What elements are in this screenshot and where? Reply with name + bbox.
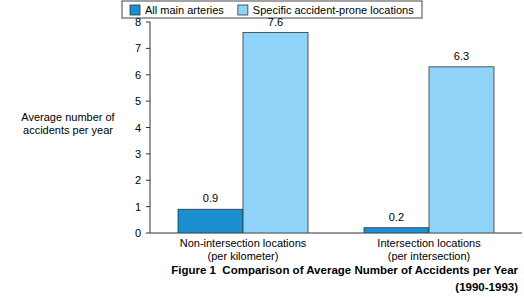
y-tick-label: 8 [135, 16, 141, 28]
x-tick-label-line: (per intersection) [388, 250, 471, 262]
legend-label: All main arteries [145, 4, 224, 16]
y-tick-label: 5 [135, 95, 141, 107]
y-tick-label: 4 [135, 122, 141, 134]
y-tick [146, 233, 150, 234]
x-tick-label: Non-intersection locations(per kilometer… [180, 237, 307, 262]
bar [178, 209, 243, 233]
y-tick-label: 1 [135, 201, 141, 213]
y-tick [146, 22, 150, 23]
y-tick [146, 74, 150, 75]
y-tick-label: 6 [135, 69, 141, 81]
bar [364, 228, 429, 233]
y-tick [146, 206, 150, 207]
y-tick-label: 7 [135, 42, 141, 54]
y-tick [146, 48, 150, 49]
data-label: 7.6 [268, 16, 283, 28]
bar [243, 33, 308, 233]
y-tick [146, 180, 150, 181]
y-tick-label: 3 [135, 148, 141, 160]
legend-swatch [238, 5, 248, 15]
y-tick-label: 0 [135, 227, 141, 239]
subtitle: (1990-1993) [455, 281, 518, 293]
bars [178, 33, 494, 233]
y-axis-label-line: Average number of [21, 111, 115, 123]
x-tick-label: Intersection locations(per intersection) [377, 237, 481, 262]
y-axis-label-line: accidents per year [23, 124, 113, 136]
y-axis-label: Average number ofaccidents per year [21, 111, 115, 136]
chart: All main arteries Specific accident-prone… [0, 0, 524, 299]
y-tick [146, 127, 150, 128]
axes: 0 1 2 3 4 5 6 7 8 [135, 16, 522, 239]
legend-swatch [130, 5, 140, 15]
title: Figure 1 Comparison of Average Number of… [171, 264, 518, 276]
legend-label: Specific accident-prone locations [253, 4, 414, 16]
y-tick [146, 101, 150, 102]
bar [429, 67, 494, 233]
x-tick-label-line: Intersection locations [377, 237, 481, 249]
x-tick-label-line: Non-intersection locations [180, 237, 307, 249]
data-labels: 0.9 7.6 0.2 6.3 [203, 16, 469, 223]
y-tick-label: 2 [135, 174, 141, 186]
x-tick-label-line: (per kilometer) [208, 250, 279, 262]
data-label: 0.9 [203, 192, 218, 204]
data-label: 0.2 [389, 211, 404, 223]
y-tick [146, 153, 150, 154]
data-label: 6.3 [454, 50, 469, 62]
